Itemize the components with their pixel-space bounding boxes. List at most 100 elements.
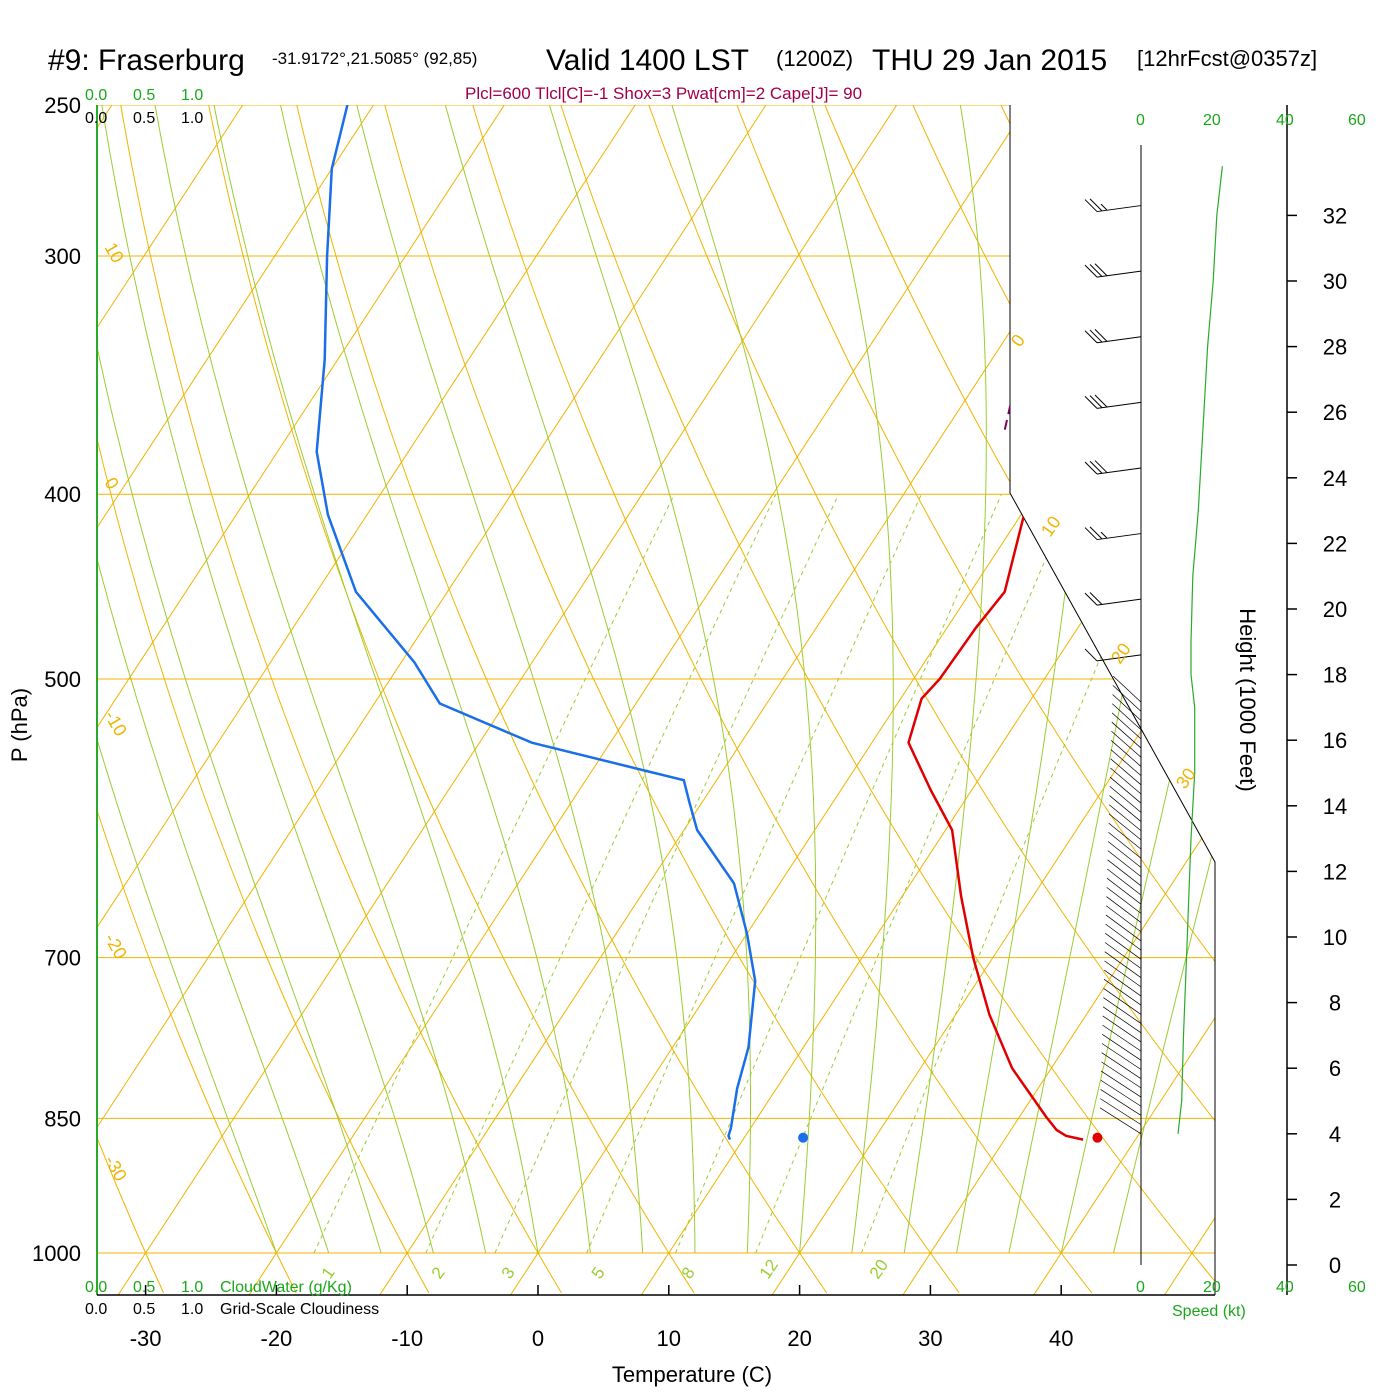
wind-barb-flag [1084,527,1098,540]
height-tick-label: 2 [1329,1187,1341,1212]
cloud-water-tick-top: 1.0 [181,87,203,104]
wind-barb-shaft [1096,270,1142,278]
isotherm [1033,105,1215,1295]
wind-barb-dense [1108,832,1142,859]
wind-barb-dense [1103,978,1142,1006]
temperature-tick-label: 20 [787,1326,811,1351]
wind-barb-flag [1094,460,1108,473]
wind-barb-flag [1094,263,1108,277]
wind-barb-flag [1084,264,1098,278]
wind-barb-dense [1104,942,1142,969]
wind-barb-dense [1109,776,1142,804]
dry-adiabat [736,105,1215,1294]
wind-barb-flag [1089,592,1103,605]
moist-adiabat [97,105,330,1254]
right-boundary [1009,105,1216,1295]
station-title: #9: Fraserburg [48,44,245,77]
cloud-water-tick-top: 0.5 [133,87,155,104]
height-tick-label: 16 [1323,728,1347,753]
speed-tick-bottom: 40 [1276,1279,1294,1296]
height-tick-label: 22 [1323,531,1347,556]
wind-barb-dense [1101,1061,1142,1089]
speed-tick-top: 0 [1136,112,1145,129]
speed-axis-label: Speed (kt) [1172,1303,1246,1320]
wind-barb-shaft [1096,401,1142,409]
height-tick-label: 6 [1329,1056,1341,1081]
dry-adiabat [208,105,695,1294]
pressure-tick-label: 250 [44,93,81,118]
pressure-tick-label: 1000 [32,1241,81,1266]
wind-barb-dense [1104,951,1142,978]
moist-adiabat [348,105,644,1254]
dry-adiabat [97,105,430,1294]
wind-barb-shaft [1096,205,1142,213]
height-tick-label: 4 [1329,1122,1341,1147]
wind-barb-dense [1111,730,1142,758]
wind-barb-dense [1102,1015,1142,1043]
isotherm [248,105,1028,1295]
parcel-profile [1003,168,1053,430]
wind-barb-flag [1084,330,1098,344]
isotherm-label: 20 [1107,639,1135,667]
wind-barb-dense [1110,740,1142,767]
wind-barb-dense [1111,712,1142,740]
isotherm-label: 30 [1172,764,1200,792]
moist-adiabat [903,105,987,1254]
cloudiness-tick-top: 0.5 [133,110,155,127]
wind-barb-flag [1084,199,1098,212]
isotherm-label: 0 [101,474,123,493]
wind-barb-shaft [1096,467,1142,475]
isotherm [117,105,898,1295]
wind-barb-dense [1107,841,1142,868]
speed-scale: 0 20 40 60 0 20 40 60 Speed (kt) [1136,112,1366,1320]
mixing-ratio-label: 12 [756,1256,782,1282]
height-tick-label: 8 [1329,991,1341,1016]
wind-barb-flag [1089,264,1103,277]
moist-adiabat [802,105,894,1254]
wind-barb-dense [1108,813,1142,841]
moist-adiabat [539,105,751,1254]
pressure-tick-label: 700 [44,946,81,971]
speed-tick-bottom: 60 [1348,1279,1366,1296]
cloudiness-tick-top: 1.0 [181,110,203,127]
temperature-tick-label: 30 [918,1326,942,1351]
dry-adiabat [648,105,1215,1294]
wind-barb-dense [1110,758,1142,786]
dry-adiabat [384,105,960,1294]
height-tick-label: 26 [1323,400,1347,425]
wind-barb-dense [1102,1006,1142,1034]
dry-adiabat [120,105,562,1294]
height-tick-label: 14 [1323,794,1347,819]
speed-tick-bottom: 0 [1136,1279,1145,1296]
pressure-tick-label: 850 [44,1106,81,1131]
wind-barb-flag [1089,526,1103,540]
mixing-ratio-label: 2 [428,1264,449,1283]
dry-adiabat [472,105,1093,1294]
y-axis-label: P (hPa) [7,688,32,762]
isotherm [1164,105,1215,1295]
wind-barb-dense [1103,997,1142,1024]
isotherm [97,105,636,1295]
wind-barb-dense [1105,905,1142,933]
dry-adiabat-lines [97,105,1215,1294]
cloudiness-label: Grid-Scale Cloudiness [220,1301,379,1318]
wind-barb-shaft [1096,598,1142,606]
wind-barb-dense [1105,933,1142,960]
wind-barb-flag [1089,329,1103,343]
wind-barb-flag [1094,394,1108,408]
wind-barb-dense [1112,685,1142,712]
moist-adiabat [206,105,539,1254]
wind-barb-dense [1105,914,1142,942]
surface-dewpoint-marker [798,1132,809,1143]
cloud-water-tick-bottom: 0.5 [133,1279,155,1296]
wind-barb-dense [1100,1089,1142,1116]
wind-barb-dense [1109,804,1142,831]
wind-barb-dense [1107,868,1142,896]
temperature-tick-label: 0 [532,1326,544,1351]
cloud-scale-bottom: 0.0 0.5 1.0 CloudWater (g/Kg) 0.0 0.5 1.… [85,1279,379,1318]
wind-barb-dense [1112,694,1142,721]
wind-barb-flag [1084,648,1098,662]
isotherm-lines [97,105,1215,1295]
mixing-ratio-label: 20 [866,1256,892,1282]
